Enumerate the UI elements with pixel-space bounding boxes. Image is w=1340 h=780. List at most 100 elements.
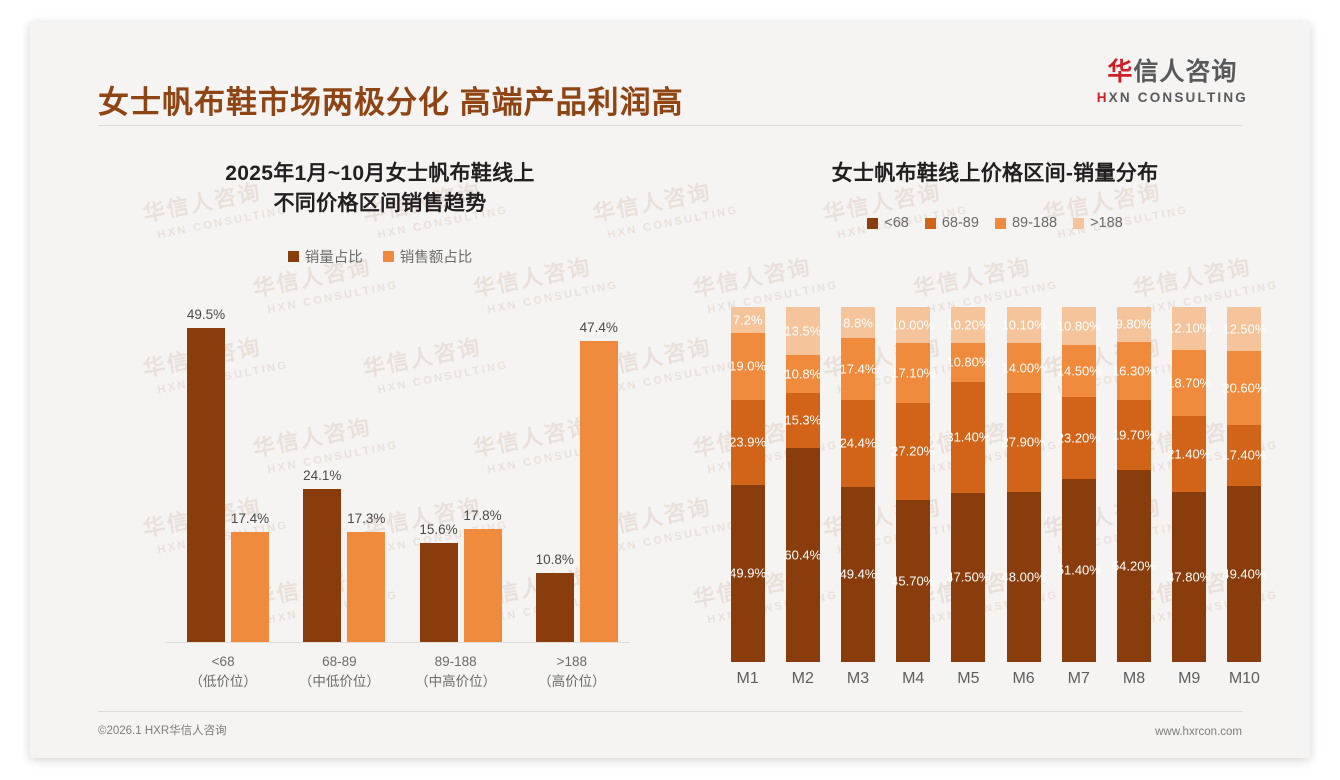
stacked-bar[interactable]: 9.80% 16.30% 19.70% 54.20% [1112,307,1156,662]
stacked-segment-value-label: 49.40% [1222,566,1267,582]
stacked-bar[interactable]: 10.20% 10.80% 31.40% 47.50% [946,307,990,662]
bar[interactable] [419,543,458,642]
bar[interactable] [231,531,269,642]
bar-column: 49.5% [187,307,225,642]
stacked-bar-segment[interactable]: 12.50% [1222,307,1266,352]
stacked-bar-segment[interactable]: 10.00% [891,307,935,343]
stacked-bar-segment[interactable]: 20.60% [1222,351,1266,425]
stacked-bar-segment[interactable]: 49.9% [729,484,766,662]
stacked-bar-segment[interactable]: 19.70% [1112,399,1156,470]
bar-value-label: 17.3% [347,511,386,527]
bar[interactable] [303,489,342,642]
stacked-bar-x-axis-labels: M1 M2 M3 M4 M5 M6 M7 M8 M9 M10 [720,670,1272,700]
stacked-bar-segment[interactable]: 49.40% [1222,486,1266,662]
bar-group: 24.1% 17.3% [281,312,397,642]
stacked-segment-value-label: 7.2% [732,312,763,328]
stacked-segment-value-label: 19.70% [1111,427,1157,443]
bar-column: 10.8% [536,312,574,642]
right-chart-title-line1: 女士帆布鞋线上价格区间-销量分布 [831,162,1159,185]
stacked-bar-segment[interactable]: 27.90% [1002,392,1046,492]
stacked-bar-segment[interactable]: 27.20% [891,403,935,500]
month-axis-label: M7 [1067,670,1090,687]
bar-group: 49.5% 17.4% [165,307,281,642]
stacked-bar-segment[interactable]: 10.80% [1057,307,1101,346]
bar-value-label: 17.8% [463,508,502,524]
stacked-bar-segment[interactable]: 14.50% [1057,345,1101,397]
bar[interactable] [187,327,225,642]
footer-copyright: ©2026.1 HXR华信人咨询 [98,725,227,737]
bar[interactable] [347,532,386,642]
right-chart-legend-item-1[interactable]: 68-89 [924,215,979,232]
stacked-bar-segment[interactable]: 10.8% [784,354,822,394]
stacked-bar-segment[interactable]: 8.8% [841,307,875,339]
stacked-segment-value-label: 14.00% [1001,360,1046,376]
stacked-bar[interactable]: 7.2% 19.0% 23.9% 49.9% [729,307,766,662]
stacked-bar-segment[interactable]: 47.50% [946,493,990,662]
right-chart-legend-item-2[interactable]: 89-188 [994,215,1057,231]
slide-header: 女士帆布鞋市场两极分化 高端产品利润高 华信人咨询 HXN CONSULTING [30,22,1310,127]
stacked-bar-segment[interactable]: 54.20% [1112,469,1156,662]
stacked-bar-segment[interactable]: 13.5% [784,307,821,355]
footer-website: www.hxrcon.com [1155,726,1242,738]
left-chart-title: 2025年1月~10月女士帆布鞋线上 不同价格区间销售趋势 [70,137,690,220]
stacked-bar-segment[interactable]: 17.40% [1222,424,1266,487]
stacked-segment-value-label: 17.40% [1222,447,1267,463]
stacked-bar-segment[interactable]: 24.4% [839,400,877,487]
stacked-bar-segment[interactable]: 7.2% [730,307,765,333]
stacked-bar-segment[interactable]: 14.00% [1002,342,1046,393]
stacked-bar[interactable]: 13.5% 10.8% 15.3% 60.4% [784,307,822,662]
stacked-bar-segment[interactable]: 31.40% [946,381,990,493]
stacked-segment-value-label: 10.80% [1056,318,1101,334]
stacked-bar[interactable]: 10.80% 14.50% 23.20% 51.40% [1057,307,1101,662]
stacked-bar[interactable]: 8.8% 17.4% 24.4% 49.4% [839,307,877,662]
stacked-segment-value-label: 21.40% [1167,446,1212,462]
bar-column: 17.4% [231,312,269,642]
stacked-bar[interactable]: 10.10% 14.00% 27.90% 48.00% [1002,307,1046,662]
left-chart-legend-item-0[interactable]: 销量占比 [287,246,363,267]
stacked-bar-segment[interactable]: 21.40% [1167,416,1211,493]
stacked-bar-segment[interactable]: 16.30% [1112,341,1156,400]
logo-en-rest: XN CONSULTING [1108,90,1248,105]
stacked-bar-segment[interactable]: 17.4% [840,338,876,400]
stacked-bar-segment[interactable]: 23.20% [1057,396,1101,480]
stacked-bar-segment[interactable]: 18.70% [1167,349,1211,417]
stacked-segment-value-label: 51.40% [1056,562,1101,578]
bar-column: 24.1% [303,312,341,642]
stacked-bar-segment[interactable]: 15.3% [784,393,821,448]
stacked-bar-segment[interactable]: 60.4% [784,447,821,662]
stacked-segment-value-label: 16.30% [1111,363,1157,379]
right-chart-legend-item-0[interactable]: <68 [867,215,909,231]
stacked-bar-segment[interactable]: 47.80% [1167,492,1211,662]
stacked-bar[interactable]: 12.50% 20.60% 17.40% 49.40% [1222,307,1266,662]
right-chart-legend-label: >188 [1090,215,1123,232]
bar[interactable] [463,529,502,642]
month-axis-label: M4 [902,670,925,687]
stacked-segment-value-label: 47.80% [1167,569,1212,585]
stacked-segment-value-label: 24.4% [839,435,877,451]
stacked-bar-segment[interactable]: 49.4% [840,486,876,662]
stacked-bar-segment[interactable]: 19.0% [729,332,766,400]
month-axis-label: M6 [1012,670,1035,687]
stacked-bar[interactable]: 10.00% 17.10% 27.20% 45.70% [891,307,935,662]
stacked-bar[interactable]: 12.10% 18.70% 21.40% 47.80% [1167,307,1211,662]
stacked-bar-segment[interactable]: 10.80% [946,343,990,382]
left-chart-legend: 销量占比 销售额占比 [70,246,690,267]
stacked-bar-segment[interactable]: 9.80% [1116,307,1152,342]
left-chart-title-line2: 不同价格区间销售趋势 [273,192,487,216]
month-axis-label: M10 [1228,670,1260,687]
bar[interactable] [535,573,574,642]
stacked-segment-value-label: 10.8% [784,366,822,382]
left-chart-legend-item-1[interactable]: 销售额占比 [382,246,472,267]
stacked-bar-segment[interactable]: 23.9% [729,399,766,485]
bar-group: 15.6% 17.8% [398,312,514,642]
stacked-bar-segment[interactable]: 51.40% [1057,479,1101,662]
bar[interactable] [579,341,618,642]
stacked-bar-segment[interactable]: 10.20% [946,307,990,344]
right-chart-legend-label: 68-89 [941,215,979,232]
stacked-bar-segment[interactable]: 10.10% [1002,307,1046,343]
stacked-bar-segment[interactable]: 45.70% [891,499,935,662]
stacked-bar-segment[interactable]: 48.00% [1002,491,1046,662]
right-chart-legend-item-3[interactable]: >188 [1073,215,1123,231]
stacked-bar-segment[interactable]: 17.10% [891,342,935,404]
stacked-bar-segment[interactable]: 12.10% [1167,307,1211,350]
